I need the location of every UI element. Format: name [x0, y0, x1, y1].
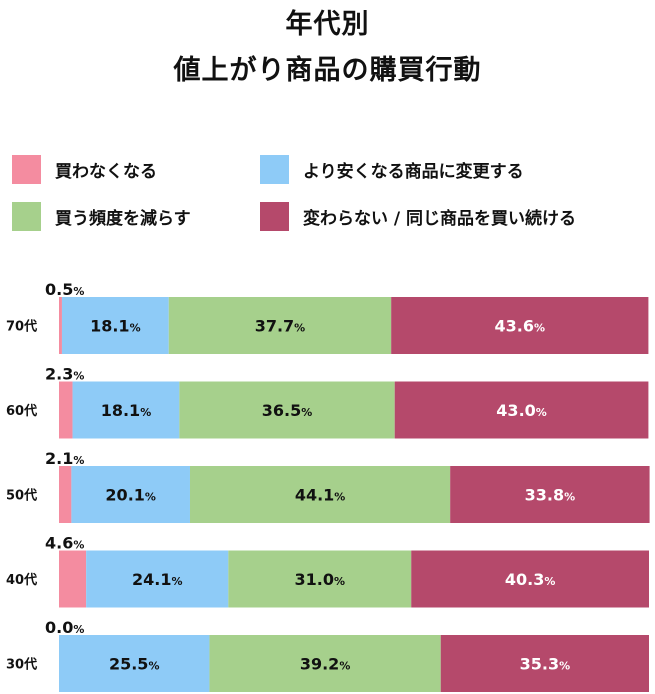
legend-item-no-change: 変わらない / 同じ商品を買い続ける: [260, 202, 576, 231]
bar-segment: [71, 466, 190, 523]
data-label: 37.7%: [255, 317, 306, 336]
data-label: 43.6%: [495, 317, 546, 336]
bar-segment: [391, 297, 649, 354]
legend-item-buy-less-often: 買う頻度を減らす: [12, 202, 191, 231]
legend-swatch-switch-cheaper: [260, 155, 289, 184]
bar-segment: [59, 381, 73, 439]
bar-segment: [179, 381, 395, 439]
data-label: 24.1%: [132, 570, 183, 589]
legend-label-no-change: 変わらない / 同じ商品を買い続ける: [303, 209, 577, 229]
bar-segment: [86, 550, 229, 608]
bar-segment: [61, 297, 169, 354]
data-label: 40.3%: [505, 570, 556, 589]
legend-swatch-buy-less-often: [12, 202, 41, 231]
data-label: 43.0%: [496, 401, 547, 420]
data-label: 2.1%: [45, 449, 84, 468]
bar-segment: [59, 466, 72, 523]
bar-segment: [168, 297, 392, 354]
data-label: 4.6%: [45, 534, 84, 553]
bar-segment: [59, 635, 210, 692]
legend-item-switch-cheaper: より安くなる商品に変更する: [260, 155, 524, 184]
data-label: 0.0%: [45, 618, 84, 637]
legend-label-buy-less-often: 買う頻度を減らす: [55, 209, 191, 229]
chart-title-line-1: 年代別: [285, 9, 370, 40]
data-label: 25.5%: [109, 655, 160, 674]
data-label: 33.8%: [525, 486, 576, 505]
bar-segment: [411, 550, 649, 608]
category-label: 60代: [6, 403, 37, 419]
bar-segment: [209, 635, 441, 692]
legend-item-stop-buying: 買わなくなる: [12, 155, 157, 184]
bar-segment: [189, 466, 451, 523]
data-label: 44.1%: [295, 486, 346, 505]
legend-label-switch-cheaper: より安くなる商品に変更する: [303, 162, 524, 182]
bar-segment: [450, 466, 650, 523]
bar-segment: [72, 381, 180, 439]
data-label: 36.5%: [262, 401, 313, 420]
chart-title: 年代別 値上がり商品の購買行動: [0, 2, 655, 94]
data-label: 31.0%: [295, 570, 346, 589]
legend-label-stop-buying: 買わなくなる: [55, 162, 157, 182]
data-label: 2.3%: [45, 365, 84, 384]
bar-segment: [440, 635, 649, 692]
data-label: 0.5%: [45, 280, 84, 299]
bar-segment: [59, 297, 62, 354]
data-label: 18.1%: [101, 401, 152, 420]
bar-segment: [59, 550, 87, 608]
category-label: 70代: [6, 319, 37, 335]
data-label: 35.3%: [520, 655, 571, 674]
category-label: 50代: [6, 488, 37, 504]
category-label: 40代: [6, 572, 37, 588]
data-label: 18.1%: [90, 317, 141, 336]
bar-segment: [394, 381, 649, 439]
chart-title-line-2: 値上がり商品の購買行動: [173, 55, 482, 86]
data-label: 20.1%: [105, 486, 156, 505]
legend-swatch-stop-buying: [12, 155, 41, 184]
data-label: 39.2%: [300, 655, 351, 674]
bar-segment: [228, 550, 412, 608]
legend-swatch-no-change: [260, 202, 289, 231]
category-label: 30代: [6, 657, 37, 673]
